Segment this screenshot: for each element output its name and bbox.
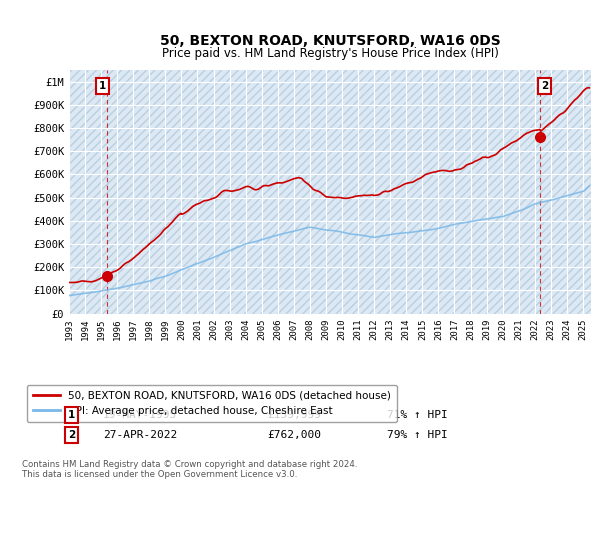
Title: 50, BEXTON ROAD, KNUTSFORD, WA16 0DS: 50, BEXTON ROAD, KNUTSFORD, WA16 0DS xyxy=(160,34,500,48)
Text: 27-APR-2022: 27-APR-2022 xyxy=(103,431,177,440)
Text: Contains HM Land Registry data © Crown copyright and database right 2024.
This d: Contains HM Land Registry data © Crown c… xyxy=(22,460,358,479)
Text: 71% ↑ HPI: 71% ↑ HPI xyxy=(388,410,448,419)
Text: £762,000: £762,000 xyxy=(268,431,322,440)
Text: 2: 2 xyxy=(541,81,548,91)
Text: 1: 1 xyxy=(99,81,106,91)
Text: 19-MAY-1995: 19-MAY-1995 xyxy=(103,410,177,419)
Text: £159,999: £159,999 xyxy=(268,410,322,419)
Text: Price paid vs. HM Land Registry's House Price Index (HPI): Price paid vs. HM Land Registry's House … xyxy=(161,47,499,60)
Text: 79% ↑ HPI: 79% ↑ HPI xyxy=(388,431,448,440)
Text: 1: 1 xyxy=(68,410,75,419)
Legend: 50, BEXTON ROAD, KNUTSFORD, WA16 0DS (detached house), HPI: Average price, detac: 50, BEXTON ROAD, KNUTSFORD, WA16 0DS (de… xyxy=(27,385,397,422)
Text: 2: 2 xyxy=(68,431,75,440)
